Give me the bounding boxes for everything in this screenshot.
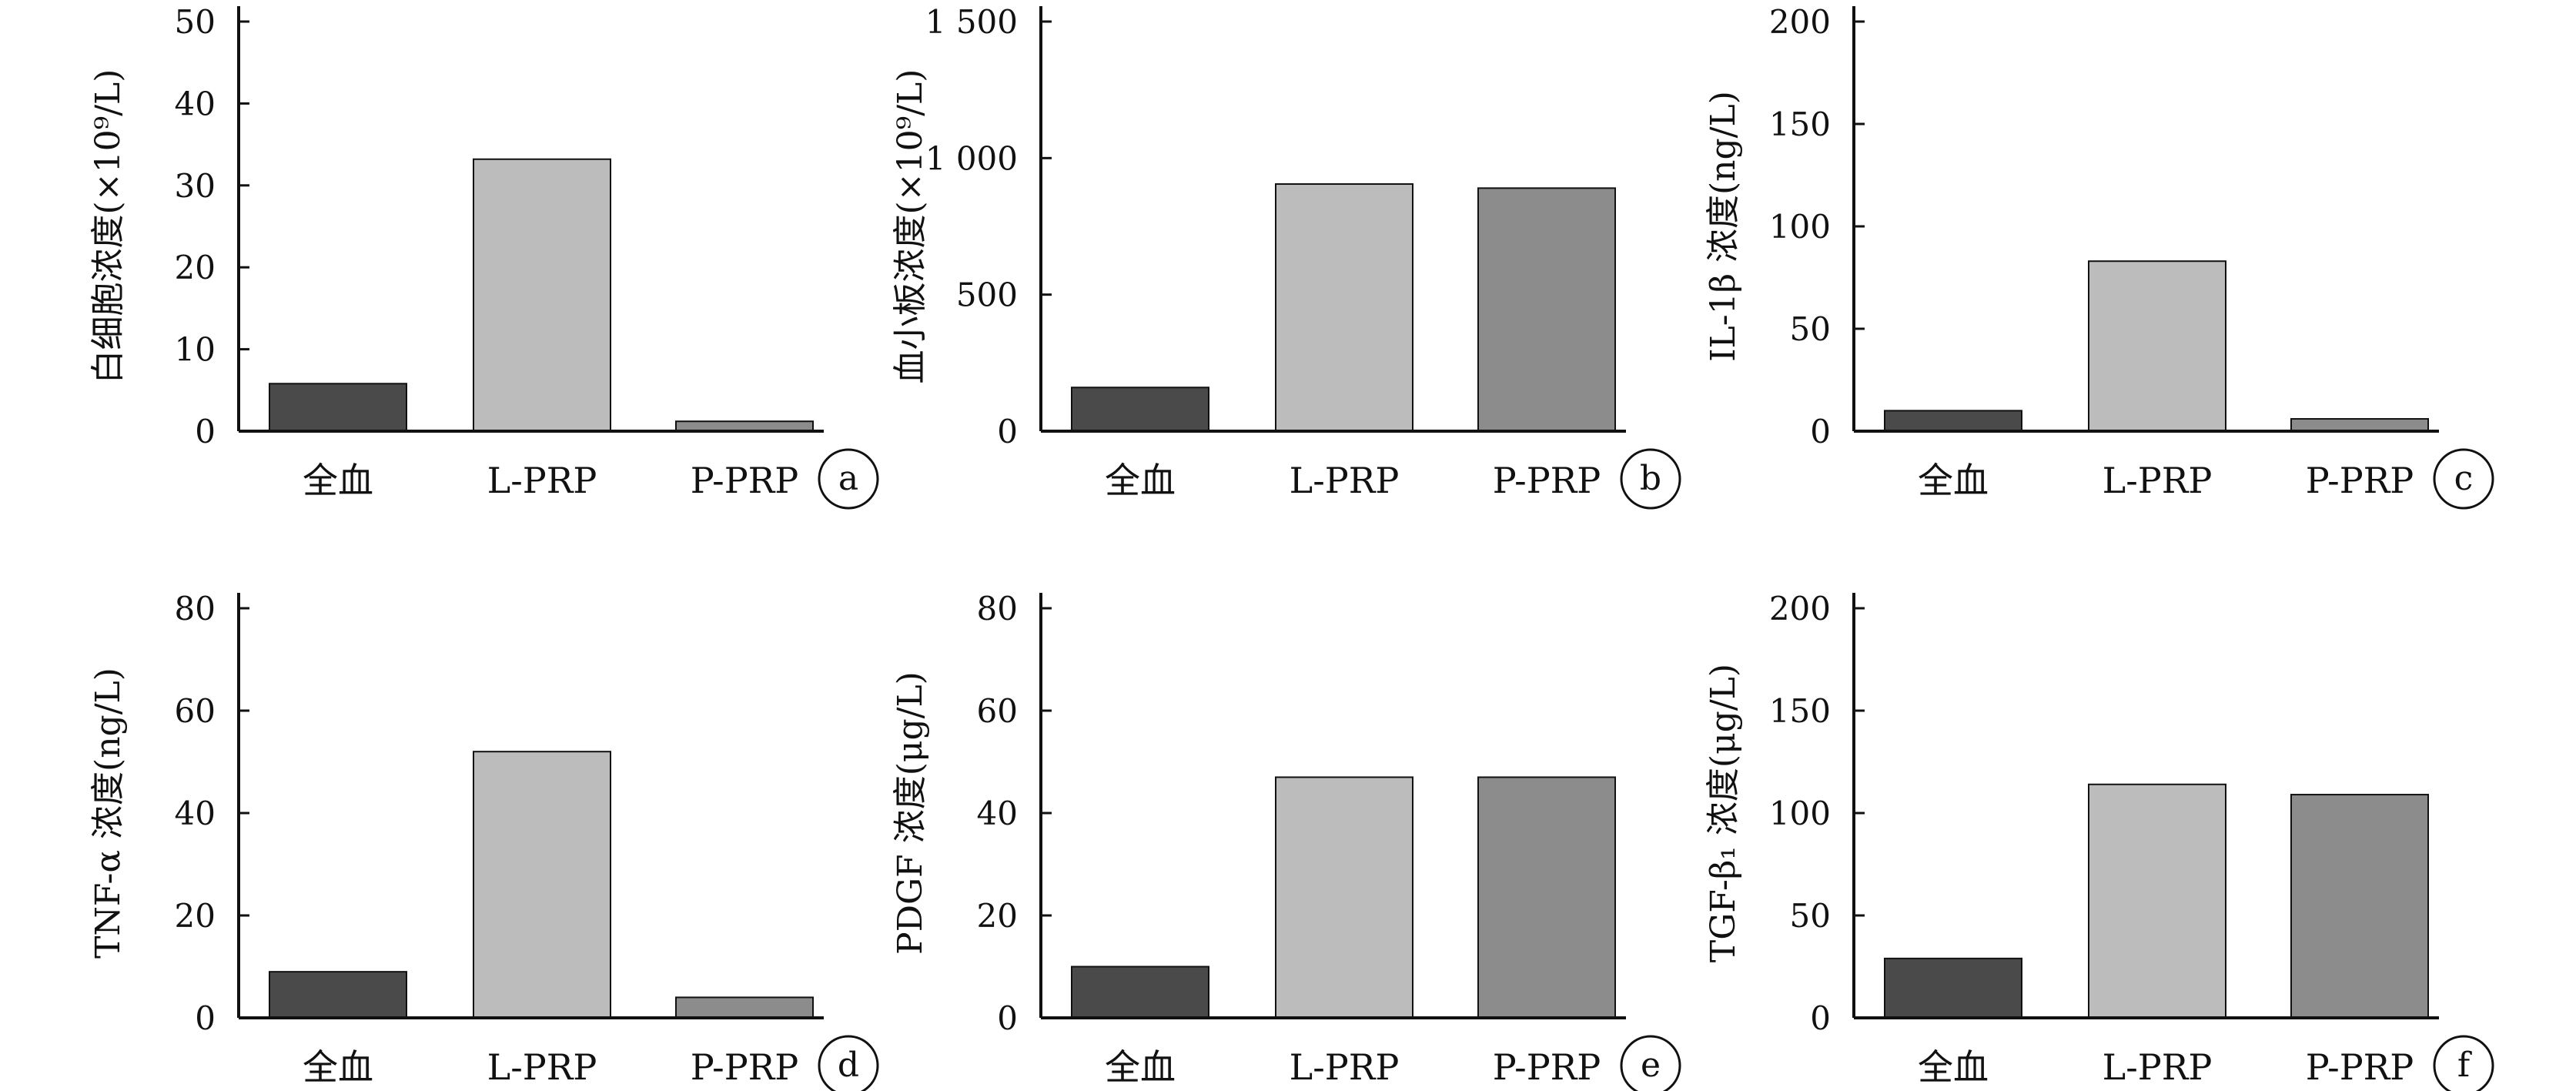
x-category-label-a-2: L-PRP (487, 460, 597, 501)
y-tick-label-b-3: 1 500 (925, 3, 1018, 41)
y-tick-label-d-1: 20 (175, 897, 216, 935)
chart-panel-f: 0 50 100 150 200 全血 L-PRP P-PRP TGF-β₁ 浓度(μg/L) f (1704, 590, 2494, 1091)
bar-a-1 (269, 383, 407, 432)
y-tick-label-f-1: 50 (1790, 897, 1831, 935)
panel-letter-circle-c (2433, 448, 2494, 510)
y-axis-title-e: PDGF 浓度(μg/L) (891, 671, 930, 955)
y-axis-title-c: IL-1β 浓度(ng/L) (1704, 91, 1743, 362)
panel-letter-e: e (1641, 1046, 1661, 1085)
y-tick-label-e-0: 0 (997, 999, 1018, 1037)
chart-panel-d: 0 20 40 60 80 全血 L-PRP P-PRP TNF-α 浓度(ng/L) d (89, 590, 879, 1091)
x-category-label-e-1: 全血 (1105, 1046, 1176, 1088)
bar-b-3 (1477, 187, 1616, 432)
x-category-label-c-2: L-PRP (2103, 460, 2213, 501)
y-tick-label-a-3: 30 (175, 167, 216, 205)
panel-letter-a: a (838, 459, 858, 498)
panel-letter-circle-d (818, 1035, 879, 1091)
bar-e-2 (1275, 776, 1413, 1019)
bar-d-3 (675, 996, 814, 1019)
bar-b-1 (1071, 387, 1209, 432)
x-category-label-d-1: 全血 (303, 1046, 373, 1088)
panel-letter-f: f (2457, 1046, 2472, 1085)
bar-f-3 (2290, 794, 2429, 1019)
bar-e-1 (1071, 966, 1209, 1019)
y-axis-title-b: 血小板浓度(×10⁹/L) (891, 69, 930, 384)
x-category-label-d-2: L-PRP (487, 1046, 597, 1088)
x-category-label-e-3: P-PRP (1493, 1046, 1601, 1088)
bar-c-2 (2088, 260, 2226, 432)
y-axis-title-a: 白细胞浓度(×10⁹/L) (89, 69, 128, 384)
y-tick-label-a-4: 40 (175, 85, 216, 122)
panel-letter-b: b (1640, 459, 1661, 498)
x-category-label-f-2: L-PRP (2103, 1046, 2213, 1088)
y-tick-label-a-1: 10 (175, 331, 216, 369)
bar-d-1 (269, 971, 407, 1019)
y-tick-label-c-1: 50 (1790, 310, 1831, 348)
y-tick-label-d-2: 40 (175, 795, 216, 832)
chart-panel-a: 0 10 20 30 40 50 全血 L-PRP P-PRP 白细胞浓度(×10⁹/L) a (89, 3, 879, 510)
panel-letter-circle-b (1620, 448, 1681, 510)
y-tick-label-f-4: 200 (1769, 590, 1831, 627)
chart-panel-b: 0 500 1 000 1 500 全血 L-PRP P-PRP 血小板浓度(×10⁹/L) b (891, 3, 1681, 510)
y-tick-label-d-4: 80 (175, 590, 216, 627)
bar-f-2 (2088, 783, 2226, 1019)
y-tick-label-c-3: 150 (1769, 105, 1831, 143)
x-category-label-b-1: 全血 (1105, 460, 1176, 501)
y-axis-title-f: TGF-β₁ 浓度(μg/L) (1704, 664, 1743, 962)
panel-letter-c: c (2454, 459, 2474, 498)
x-category-label-c-3: P-PRP (2306, 460, 2414, 501)
y-tick-label-a-2: 20 (175, 249, 216, 286)
y-tick-label-c-4: 200 (1769, 3, 1831, 41)
panel-letter-circle-a (818, 448, 879, 510)
bar-e-3 (1477, 776, 1616, 1019)
chart-panel-c: 0 50 100 150 200 全血 L-PRP P-PRP IL-1β 浓度(ng/L) c (1704, 3, 2494, 510)
y-tick-label-f-3: 150 (1769, 692, 1831, 730)
x-category-label-f-1: 全血 (1918, 1046, 1989, 1088)
x-category-label-b-2: L-PRP (1290, 460, 1400, 501)
y-tick-label-d-3: 60 (175, 692, 216, 730)
x-category-label-f-3: P-PRP (2306, 1046, 2414, 1088)
y-tick-label-e-3: 60 (977, 692, 1018, 730)
y-tick-label-b-1: 500 (956, 276, 1018, 314)
y-tick-label-a-5: 50 (175, 3, 216, 41)
panel-letter-d: d (838, 1046, 859, 1085)
y-tick-label-e-4: 80 (977, 590, 1018, 627)
y-tick-label-e-1: 20 (977, 897, 1018, 935)
y-tick-label-d-0: 0 (195, 999, 216, 1037)
bar-f-1 (1884, 957, 2022, 1019)
bar-d-2 (473, 751, 611, 1019)
y-tick-label-f-2: 100 (1769, 795, 1831, 832)
x-category-label-d-3: P-PRP (691, 1046, 799, 1088)
panel-letter-circle-f (2433, 1035, 2494, 1091)
y-tick-label-f-0: 0 (1810, 999, 1831, 1037)
x-category-label-a-3: P-PRP (691, 460, 799, 501)
y-tick-label-c-0: 0 (1810, 413, 1831, 450)
y-tick-label-c-2: 100 (1769, 208, 1831, 246)
panel-letter-circle-e (1620, 1035, 1681, 1091)
y-tick-label-b-0: 0 (997, 413, 1018, 450)
y-axis-title-d: TNF-α 浓度(ng/L) (89, 668, 128, 959)
x-category-label-e-2: L-PRP (1290, 1046, 1400, 1088)
y-tick-label-e-2: 40 (977, 795, 1018, 832)
x-category-label-a-1: 全血 (303, 460, 373, 501)
chart-panel-e: 0 20 40 60 80 全血 L-PRP P-PRP PDGF 浓度(μg/L) e (891, 590, 1681, 1091)
x-category-label-c-1: 全血 (1918, 460, 1989, 501)
bar-c-3 (2290, 418, 2429, 432)
bar-c-1 (1884, 410, 2022, 433)
y-tick-label-b-2: 1 000 (925, 139, 1018, 177)
y-tick-label-a-0: 0 (195, 413, 216, 450)
bar-a-2 (473, 158, 611, 432)
x-category-label-b-3: P-PRP (1493, 460, 1601, 501)
bar-b-2 (1275, 183, 1413, 432)
